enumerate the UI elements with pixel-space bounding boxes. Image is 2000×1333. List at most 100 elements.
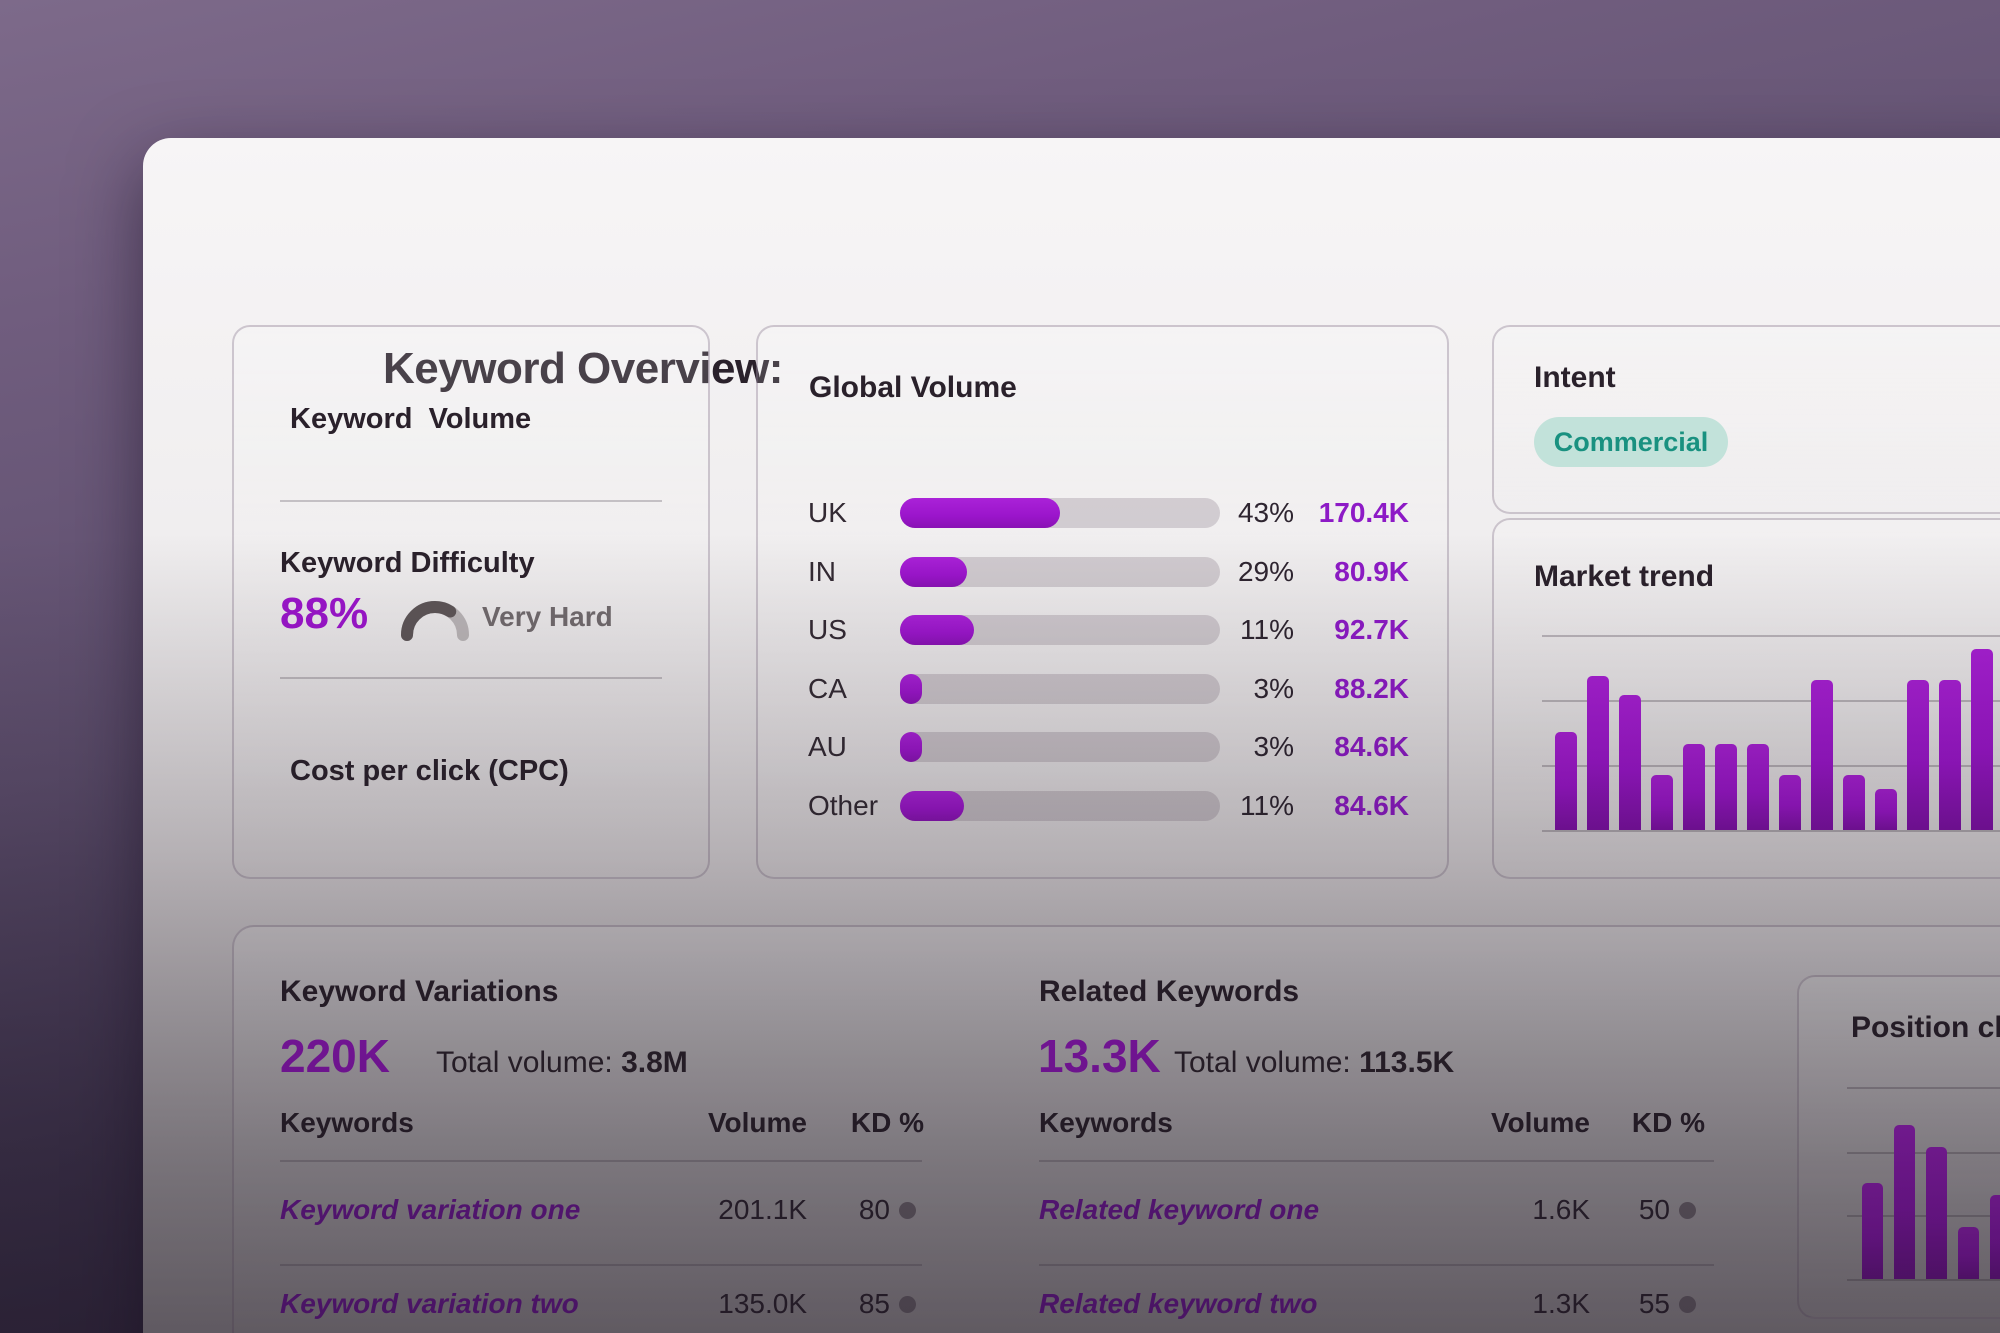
total-volume-value: 113.5K — [1359, 1046, 1455, 1079]
volume-value: 84.6K — [1334, 731, 1409, 762]
difficulty-label: Very Hard — [482, 601, 613, 632]
related-keywords-count: 13.3K — [1038, 1030, 1161, 1082]
global-volume-row: AU 3% 84.6K — [758, 732, 1447, 762]
total-volume-value: 3.8M — [621, 1046, 688, 1079]
position-bar — [1862, 1183, 1883, 1279]
trend-bar — [1747, 744, 1769, 830]
position-bar — [1958, 1227, 1979, 1279]
market-trend-title: Market trend — [1534, 560, 1715, 593]
trend-bar — [1843, 775, 1865, 830]
intent-card: Intent Commercial — [1492, 325, 2000, 514]
kd-value: 55 — [1638, 1288, 1670, 1319]
table-row: Related keyword one 1.6K 50 — [234, 1193, 2000, 1227]
total-volume-label: Total volume: — [436, 1046, 622, 1079]
country-label: Other — [808, 790, 879, 821]
kv-col-keywords: Keywords — [280, 1107, 414, 1138]
volume-cell: 1.3K — [1532, 1288, 1590, 1319]
divider — [280, 1160, 922, 1162]
global-volume-title: Global Volume — [809, 371, 1017, 404]
keyword-link[interactable]: Related keyword two — [1039, 1288, 1318, 1319]
kd-dot-icon — [1679, 1201, 1696, 1219]
volume-value: 92.7K — [1334, 614, 1409, 645]
kd-cell: 50 — [1580, 1193, 1696, 1227]
volume-percent: 43% — [1237, 497, 1294, 528]
trend-bar — [1907, 680, 1929, 830]
divider — [1039, 1160, 1714, 1162]
trend-bar — [1715, 744, 1737, 830]
volume-bar-fill — [900, 615, 974, 645]
keyword-variations-total: Total volume: 3.8M — [436, 1045, 688, 1081]
volume-bar-track — [900, 557, 1220, 587]
rk-col-keywords: Keywords — [1039, 1107, 1173, 1138]
country-label: UK — [808, 497, 847, 528]
market-trend-card: Market trend — [1492, 518, 2000, 879]
volume-bar-track — [900, 674, 1220, 704]
position-changes-card: Position changes — [1797, 975, 2000, 1319]
trend-bar — [1683, 744, 1705, 830]
kd-value: 50 — [1638, 1194, 1670, 1225]
gridline — [1542, 700, 2000, 702]
country-label: CA — [808, 673, 847, 704]
kd-cell: 55 — [1580, 1287, 1696, 1321]
gridline — [1847, 1152, 2000, 1154]
keyword-difficulty-title: Keyword Difficulty — [280, 547, 535, 579]
volume-bar-track — [900, 615, 1220, 645]
gridline — [1542, 765, 2000, 767]
keyword-volume-card: Keyword Volume Keyword Difficulty 88% Ve… — [232, 325, 710, 879]
volume-bar-fill — [900, 557, 967, 587]
gridline — [1542, 830, 2000, 832]
position-bar — [1990, 1195, 2000, 1279]
volume-bar-fill — [900, 732, 922, 762]
volume-bar-track — [900, 498, 1220, 528]
global-volume-row: US 11% 92.7K — [758, 615, 1447, 645]
rk-col-volume: Volume — [1490, 1107, 1590, 1138]
global-volume-row: CA 3% 88.2K — [758, 674, 1447, 704]
volume-cell: 1.6K — [1532, 1194, 1590, 1225]
related-keywords-total: Total volume: 113.5K — [1174, 1045, 1454, 1081]
gridline — [1847, 1279, 2000, 1281]
global-volume-row: IN 29% 80.9K — [758, 557, 1447, 587]
country-label: AU — [808, 731, 847, 762]
global-volume-card: Global Volume UK 43% 170.4K IN 29% 80.9K US 11%… — [756, 325, 1449, 879]
keyword-variations-title: Keyword Variations — [280, 975, 559, 1008]
intent-badge: Commercial — [1534, 417, 1728, 467]
trend-bar — [1619, 695, 1641, 830]
difficulty-percent: 88% — [280, 589, 369, 638]
trend-bar — [1779, 775, 1801, 830]
position-bar — [1926, 1147, 1947, 1279]
global-volume-row: Other 11% 84.6K — [758, 791, 1447, 821]
gridline — [1542, 635, 2000, 637]
trend-bar — [1939, 680, 1961, 830]
rk-col-kd: KD % — [1631, 1107, 1705, 1138]
divider — [280, 677, 662, 679]
volume-bar-track — [900, 791, 1220, 821]
keyword-link[interactable]: Related keyword one — [1039, 1194, 1320, 1225]
volume-value: 80.9K — [1334, 556, 1409, 587]
volume-bar-fill — [900, 498, 1060, 528]
country-label: US — [808, 614, 847, 645]
divider — [1039, 1264, 1714, 1266]
global-volume-row: UK 43% 170.4K — [758, 498, 1447, 528]
table-row: Related keyword two 1.3K 55 — [234, 1287, 2000, 1321]
trend-bar — [1875, 789, 1897, 830]
divider — [280, 500, 662, 502]
trend-bar — [1587, 676, 1609, 830]
volume-percent: 29% — [1237, 556, 1294, 587]
volume-value: 170.4K — [1318, 497, 1409, 528]
trend-bar — [1811, 680, 1833, 830]
divider — [280, 1264, 922, 1266]
volume-percent: 11% — [1240, 790, 1294, 821]
trend-bar — [1555, 732, 1577, 830]
keyword-variations-count: 220K — [280, 1030, 390, 1082]
difficulty-gauge-icon — [401, 601, 469, 641]
volume-value: 84.6K — [1334, 790, 1409, 821]
trend-bar — [1651, 775, 1673, 830]
position-bar — [1894, 1125, 1915, 1279]
kd-dot-icon — [1679, 1295, 1696, 1313]
country-label: IN — [808, 556, 836, 587]
related-keywords-title: Related Keywords — [1039, 975, 1300, 1008]
volume-percent: 3% — [1253, 731, 1294, 762]
intent-title: Intent — [1534, 361, 1616, 394]
position-changes-title: Position changes — [1851, 1011, 2000, 1044]
